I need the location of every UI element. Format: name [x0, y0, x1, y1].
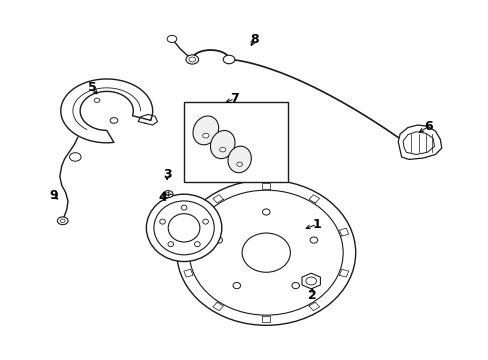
Ellipse shape: [167, 242, 173, 247]
Circle shape: [223, 55, 234, 64]
Circle shape: [219, 147, 225, 152]
Polygon shape: [193, 116, 218, 145]
Ellipse shape: [189, 190, 343, 315]
Ellipse shape: [309, 237, 317, 243]
Polygon shape: [210, 130, 235, 159]
Ellipse shape: [146, 194, 222, 261]
Ellipse shape: [233, 283, 240, 289]
Text: 7: 7: [230, 92, 239, 105]
Circle shape: [167, 35, 177, 42]
Text: 5: 5: [88, 81, 97, 94]
Ellipse shape: [242, 233, 290, 272]
Ellipse shape: [214, 237, 222, 243]
Text: 1: 1: [312, 218, 321, 231]
Circle shape: [185, 55, 198, 64]
Text: 8: 8: [249, 33, 258, 46]
Ellipse shape: [181, 205, 186, 210]
Ellipse shape: [57, 217, 68, 225]
Ellipse shape: [154, 201, 214, 255]
Polygon shape: [302, 273, 320, 289]
Text: 2: 2: [307, 289, 316, 302]
Bar: [183, 102, 287, 182]
Polygon shape: [397, 125, 441, 159]
Ellipse shape: [203, 219, 208, 224]
Circle shape: [236, 162, 242, 166]
Ellipse shape: [194, 242, 200, 247]
Text: 3: 3: [163, 168, 171, 181]
Polygon shape: [227, 146, 251, 173]
Ellipse shape: [110, 118, 118, 123]
Ellipse shape: [291, 283, 299, 289]
Polygon shape: [402, 132, 434, 154]
Ellipse shape: [262, 209, 269, 215]
Text: 9: 9: [49, 189, 58, 202]
Ellipse shape: [163, 191, 173, 198]
Circle shape: [69, 153, 81, 161]
Ellipse shape: [160, 219, 165, 224]
Circle shape: [305, 277, 316, 285]
Ellipse shape: [94, 98, 100, 102]
Ellipse shape: [177, 180, 355, 325]
Circle shape: [202, 133, 208, 138]
Ellipse shape: [168, 214, 200, 242]
Circle shape: [188, 57, 195, 62]
Text: 4: 4: [158, 191, 166, 204]
Text: 6: 6: [423, 120, 432, 133]
